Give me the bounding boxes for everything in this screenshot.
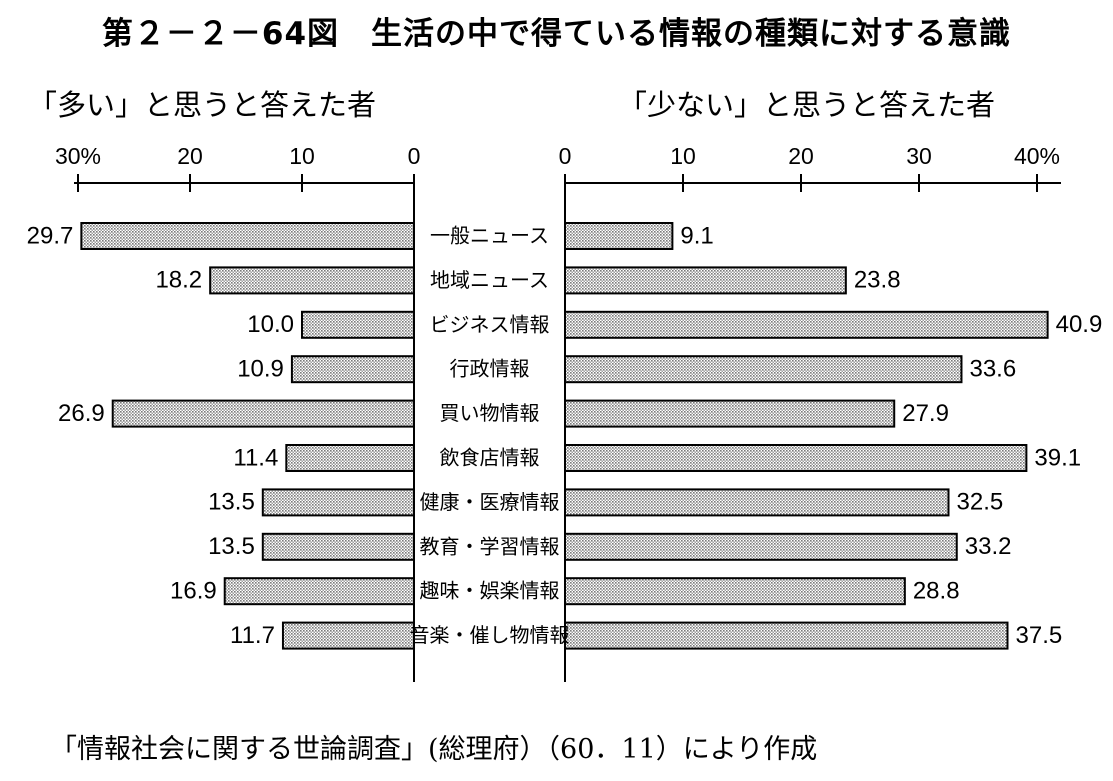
right-bar-value-label: 33.2 [965,533,1012,560]
right-axis-tick-label: 0 [559,143,572,169]
right-bar [564,488,950,517]
left-bar [281,621,415,650]
left-bar-value-label: 29.7 [27,222,74,249]
left-bar [209,266,415,295]
category-label: 趣味・娯楽情報 [420,579,560,603]
right-bar [564,532,958,561]
left-bar-value-label: 16.9 [170,578,217,605]
right-bar [564,266,847,295]
left-bar-value-label: 26.9 [58,400,105,427]
right-bar [564,399,896,428]
right-bar [564,444,1028,472]
left-bar-value-label: 10.0 [247,311,294,338]
left-axis-tick-label: 10 [289,143,315,169]
category-label: 教育・学習情報 [420,534,560,558]
category-label: 行政情報 [450,357,530,381]
right-bar [564,355,963,384]
category-label: 健康・医療情報 [420,490,560,514]
left-bar [223,577,415,606]
left-bar [261,488,415,517]
left-axis-tick-label: 20 [177,143,203,169]
category-label: 飲食店情報 [440,446,540,470]
right-bar [564,222,674,250]
left-bar [111,399,415,428]
right-bar-value-label: 40.9 [1056,311,1103,338]
right-panel-subtitle: 「少ない」と思うと答えた者 [618,88,996,122]
left-bar [301,310,415,339]
right-bar-value-label: 37.5 [1016,622,1063,649]
right-bar [564,310,1049,339]
right-bar [564,621,1009,650]
chart-title: 第２－２－64図 生活の中で得ている情報の種類に対する意識 [101,16,1012,52]
right-bar-value-label: 27.9 [902,400,949,427]
left-bar-value-label: 11.7 [230,622,275,649]
left-bar-value-label: 13.5 [208,489,255,516]
right-bar-value-label: 23.8 [854,267,901,294]
left-panel-subtitle: 「多い」と思うと答えた者 [28,88,377,122]
left-axis-tick-label: 0 [408,143,421,169]
right-axis-tick-label: 30 [906,143,932,169]
left-bar [285,444,416,472]
right-bar-value-label: 9.1 [680,222,713,249]
right-bar-value-label: 32.5 [957,489,1004,516]
right-bar-value-label: 28.8 [913,578,960,605]
category-label: 音楽・催し物情報 [410,623,570,647]
category-label: ビジネス情報 [430,312,550,336]
right-bar-value-label: 39.1 [1034,444,1081,471]
left-bar [80,222,416,250]
right-bar-value-label: 33.6 [969,356,1016,383]
source-note: 「情報社会に関する世論調査」(総理府）（60．11）により作成 [50,734,818,765]
left-bar-value-label: 11.4 [233,444,278,471]
category-label: 地域ニュース [430,268,549,292]
right-bar [564,577,906,606]
category-label: 買い物情報 [440,401,540,425]
right-axis-tick-label: 40% [1014,143,1060,169]
left-bar-value-label: 13.5 [208,533,255,560]
left-bar [261,532,415,561]
left-bar-value-label: 18.2 [155,267,202,294]
left-axis-tick-label: 30% [55,143,101,169]
category-label: 一般ニュース [430,224,549,248]
left-bar [290,355,416,384]
right-axis-tick-label: 20 [788,143,814,169]
right-axis-tick-label: 10 [670,143,696,169]
left-bar-value-label: 10.9 [237,356,284,383]
